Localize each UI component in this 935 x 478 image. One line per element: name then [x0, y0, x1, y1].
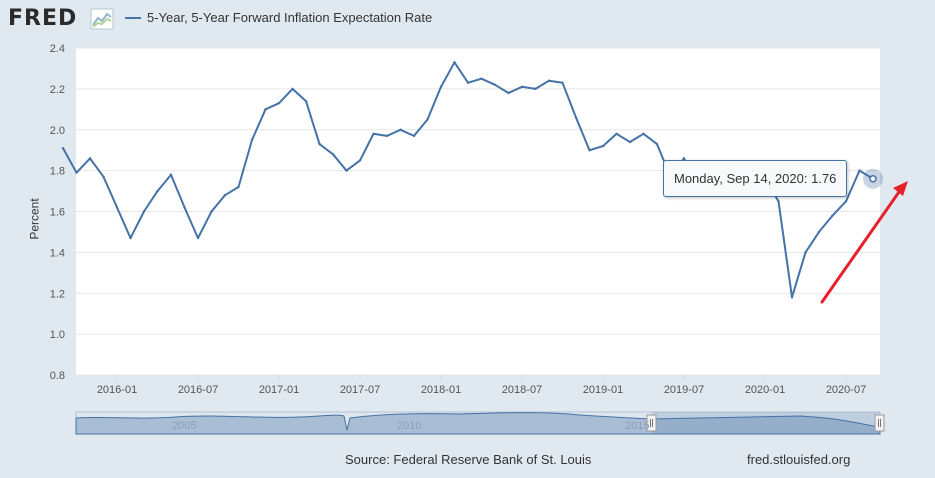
- x-tick-label: 2016-07: [178, 384, 218, 396]
- x-tick-label: 2019-07: [664, 384, 704, 396]
- range-navigator[interactable]: 2005 2010 2015: [75, 411, 885, 435]
- y-tick-label: 2.2: [50, 84, 65, 96]
- x-tick-label: 2016-01: [97, 384, 137, 396]
- navigator-handle-right[interactable]: [874, 414, 885, 432]
- data-point-2016-03: [142, 210, 146, 213]
- y-tick-labels: 2.4 2.2 2.0 1.8 1.6 1.4 1.2 1.0 0.8: [50, 43, 65, 382]
- x-tick-label: 2019-01: [583, 384, 623, 396]
- x-tick-label: 2020-07: [826, 384, 866, 396]
- y-tick-label: 2.4: [50, 43, 65, 55]
- data-point-2018-12: [588, 148, 591, 152]
- data-point-2018-01: [439, 85, 443, 89]
- data-point-2019-04: [642, 132, 645, 136]
- data-point-2016-01: [115, 206, 119, 209]
- data-point-2017-10: [399, 128, 402, 131]
- navigator-label-2015: 2015: [625, 420, 649, 432]
- data-point-2018-04: [480, 77, 483, 80]
- data-point-2018-10: [561, 81, 564, 84]
- chart-legend[interactable]: 5-Year, 5-Year Forward Inflation Expecta…: [125, 10, 432, 25]
- data-point-2020-05: [817, 230, 821, 234]
- navigator-series-area: [75, 412, 881, 435]
- y-tick-label: 1.2: [50, 288, 65, 300]
- legend-label: 5-Year, 5-Year Forward Inflation Expecta…: [147, 10, 433, 25]
- fred-logo[interactable]: FRED: [8, 6, 78, 31]
- x-tick-label: 2020-01: [745, 384, 785, 396]
- chart-header: FRED 5-Year, 5-Year Forward Inflation Ex…: [0, 0, 935, 40]
- data-point-2020-07: [844, 200, 848, 203]
- y-tick-label: 1.0: [50, 329, 65, 341]
- navigator-selected-range: [652, 412, 880, 434]
- data-point-2016-10: [237, 185, 240, 189]
- data-point-2019-07: [682, 157, 686, 160]
- data-point-2015-12: [102, 175, 105, 178]
- data-point-2020-06: [831, 214, 834, 217]
- y-tick-label: 1.8: [50, 166, 65, 178]
- data-point-2017-02: [291, 87, 294, 91]
- x-tick-label: 2018-01: [421, 384, 461, 396]
- y-tick-label: 0.8: [50, 370, 65, 382]
- data-point-2015-09: [61, 146, 65, 150]
- tooltip-date: Monday, Sep 14, 2020: [674, 171, 804, 186]
- data-point-2015-10: [75, 171, 78, 174]
- data-point-2020-04: [804, 251, 807, 254]
- data-point-2017-12: [426, 118, 429, 121]
- x-tick-labels: 2016-01 2016-07 2017-01 2017-07 2018-01 2018-…: [97, 375, 866, 396]
- data-point-2017-03: [304, 99, 308, 103]
- data-point-2020-02: [777, 200, 780, 203]
- hover-point[interactable]: [869, 175, 877, 183]
- fred-url-link[interactable]: fred.stlouisfed.org: [747, 452, 851, 467]
- data-point-2019-01: [601, 144, 605, 148]
- data-tooltip: Monday, Sep 14, 2020: 1.76: [663, 160, 848, 197]
- data-point-2017-05: [331, 153, 335, 156]
- data-point-2016-11: [250, 138, 254, 142]
- data-point-2016-08: [210, 210, 213, 213]
- data-point-2020-03: [790, 296, 794, 299]
- source-attribution: Source: Federal Reserve Bank of St. Loui…: [345, 452, 592, 467]
- data-point-2019-02: [615, 132, 618, 136]
- data-point-2016-12: [264, 108, 267, 111]
- data-point-2018-06: [507, 91, 510, 95]
- data-point-2018-08: [534, 87, 537, 91]
- tooltip-value: 1.76: [811, 171, 837, 186]
- data-point-2018-03: [466, 81, 470, 84]
- y-tick-label: 1.4: [50, 247, 65, 259]
- data-point-2015-11: [88, 157, 92, 160]
- x-tick-label: 2018-07: [502, 384, 542, 396]
- gridlines: [76, 47, 880, 376]
- navigator-label-2005: 2005: [172, 420, 196, 432]
- y-tick-label: 1.6: [50, 207, 65, 219]
- data-point-2018-07: [520, 85, 524, 89]
- data-point-2016-06: [183, 206, 186, 209]
- data-point-2019-03: [628, 140, 632, 144]
- data-point-2018-05: [493, 83, 497, 86]
- legend-swatch: [125, 16, 141, 19]
- data-point-2017-08: [372, 132, 375, 136]
- fred-logo-chart-icon: [90, 8, 114, 30]
- data-point-2018-02: [453, 61, 456, 64]
- data-point-2019-05: [655, 142, 659, 146]
- data-point-2017-06: [345, 169, 348, 172]
- data-point-2017-09: [385, 134, 389, 138]
- y-tick-label: 2.0: [50, 125, 65, 137]
- data-point-2017-04: [318, 142, 321, 146]
- data-point-2016-07: [196, 236, 200, 240]
- data-point-2017-11: [412, 134, 416, 138]
- data-point-2016-02: [129, 236, 132, 240]
- data-point-2020-08: [858, 169, 861, 172]
- x-tick-label: 2017-01: [259, 384, 299, 396]
- data-point-2017-07: [358, 159, 362, 162]
- data-point-2017-01: [277, 101, 281, 105]
- x-tick-label: 2017-07: [340, 384, 380, 396]
- navigator-label-2010: 2010: [397, 420, 421, 432]
- data-point-2016-04: [156, 189, 159, 193]
- data-point-2018-09: [547, 79, 551, 82]
- navigator-handle-left[interactable]: [646, 414, 657, 432]
- data-point-2016-09: [223, 193, 227, 197]
- data-point-2016-05: [169, 173, 173, 176]
- data-point-2018-11: [574, 116, 578, 119]
- annotation-arrow: [820, 181, 908, 304]
